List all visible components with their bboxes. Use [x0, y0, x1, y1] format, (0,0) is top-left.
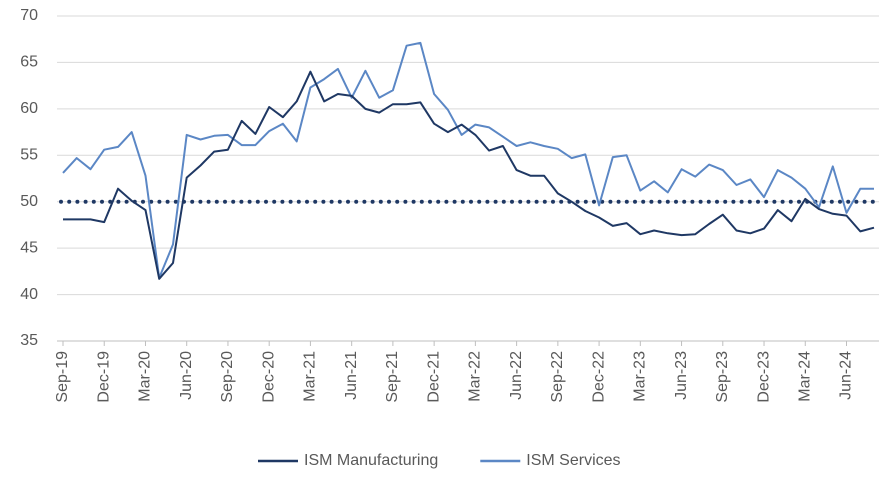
x-tick-label: Jun-23: [673, 351, 690, 400]
x-tick-label: Dec-19: [95, 351, 112, 403]
x-tick-label: Jun-21: [343, 351, 360, 400]
legend-label: ISM Services: [526, 452, 620, 469]
y-tick-label: 35: [20, 332, 38, 349]
series-line: [62, 41, 874, 279]
legend-label: ISM Manufacturing: [304, 452, 438, 469]
x-tick-label: Sep-20: [219, 351, 236, 403]
x-tick-label: Sep-22: [549, 351, 566, 403]
x-tick-label: Jun-20: [178, 351, 195, 400]
y-tick-label: 70: [20, 7, 38, 24]
x-tick-label: Sep-19: [54, 351, 71, 403]
y-tick-label: 40: [20, 286, 38, 303]
y-tick-label: 60: [20, 100, 38, 117]
x-tick-label: Mar-20: [137, 351, 154, 402]
x-tick-label: Mar-23: [632, 351, 649, 402]
x-tick-label: Dec-22: [590, 351, 607, 403]
y-tick-label: 45: [20, 239, 38, 256]
x-tick-label: Jun-22: [508, 351, 525, 400]
x-tick-label: Sep-23: [714, 351, 731, 403]
y-tick-label: 50: [20, 193, 38, 210]
y-tick-label: 55: [20, 147, 38, 164]
x-tick-label: Mar-21: [302, 351, 319, 402]
x-tick-label: Dec-23: [755, 351, 772, 403]
x-tick-label: Dec-21: [425, 351, 442, 403]
x-tick-label: Dec-20: [260, 351, 277, 403]
y-tick-label: 65: [20, 54, 38, 71]
x-tick-label: Mar-22: [467, 351, 484, 402]
x-tick-label: Sep-21: [384, 351, 401, 403]
x-tick-label: Jun-24: [838, 351, 855, 400]
series-line: [63, 70, 875, 280]
x-tick-label: Mar-24: [796, 351, 813, 402]
